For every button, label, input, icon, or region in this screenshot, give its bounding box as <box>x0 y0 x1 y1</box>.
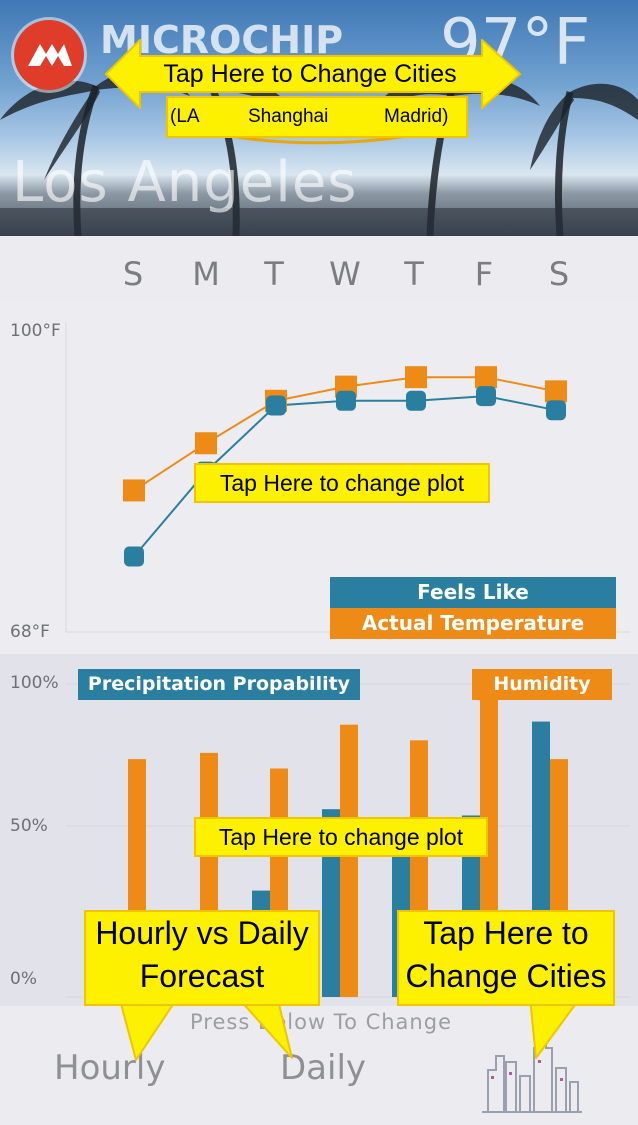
brand-name: MICROCHIP <box>100 18 344 62</box>
temp-ymax-label: 100°F <box>10 321 61 341</box>
footer-hint: Press Below To Change <box>190 1010 452 1034</box>
actual-temperature-point <box>195 432 217 455</box>
actual-temperature-point <box>545 380 567 403</box>
change-cities-bottom-callout: Tap Here to Change Cities <box>397 910 615 1006</box>
microchip-logo-icon <box>28 44 72 66</box>
legend-feels-like: Feels Like <box>330 577 616 608</box>
day-label: T <box>404 255 424 293</box>
microchip-logo <box>14 20 84 90</box>
city-skyline-button[interactable] <box>482 1032 582 1114</box>
city-name[interactable]: Los Angeles <box>12 150 358 215</box>
day-label: S <box>122 255 144 293</box>
temp-ymin-label: 68°F <box>10 622 50 642</box>
actual-temperature-point <box>123 479 145 502</box>
legend-humidity: Humidity <box>472 669 612 700</box>
city-cycle-la: (LA <box>170 106 200 127</box>
legend-actual-temperature: Actual Temperature <box>330 608 616 639</box>
day-label: S <box>548 255 570 293</box>
feels-like-point <box>476 386 496 407</box>
change-temp-plot-callout: Tap Here to change plot <box>194 463 490 503</box>
day-label: F <box>474 255 494 293</box>
precip-y50-label: 50% <box>10 816 48 836</box>
day-label: T <box>264 255 284 293</box>
legend-precipitation: Precipitation Propability <box>78 669 360 700</box>
feels-like-point <box>266 395 286 416</box>
change-cities-bottom-line2: Change Cities <box>405 958 607 994</box>
hourly-button[interactable]: Hourly <box>54 1048 166 1088</box>
change-cities-callout: Tap Here to Change Cities <box>163 60 457 88</box>
city-cycle-madrid: Madrid) <box>384 106 449 127</box>
city-cycle-callout: (LA Shanghai Madrid) <box>166 96 468 138</box>
day-label: W <box>329 255 361 293</box>
hourly-daily-line1: Hourly vs Daily <box>95 915 309 951</box>
day-labels-bar <box>0 236 638 302</box>
feels-like-point <box>546 400 566 421</box>
precip-y0-label: 0% <box>10 969 37 989</box>
hourly-daily-callout: Hourly vs Daily Forecast <box>84 910 320 1006</box>
precip-y100-label: 100% <box>10 673 59 693</box>
day-label: M <box>192 255 220 293</box>
actual-temperature-point <box>405 366 427 389</box>
humidity-bar <box>340 724 358 997</box>
hourly-daily-line2: Forecast <box>139 958 265 994</box>
feels-like-point <box>336 390 356 411</box>
change-precip-plot-callout: Tap Here to change plot <box>194 817 488 857</box>
city-cycle-shanghai: Shanghai <box>248 106 329 127</box>
change-cities-bottom-line1: Tap Here to <box>423 915 589 951</box>
feels-like-point <box>124 546 144 567</box>
actual-temperature-point <box>475 366 497 389</box>
feels-like-point <box>406 390 426 411</box>
daily-button[interactable]: Daily <box>280 1048 367 1088</box>
